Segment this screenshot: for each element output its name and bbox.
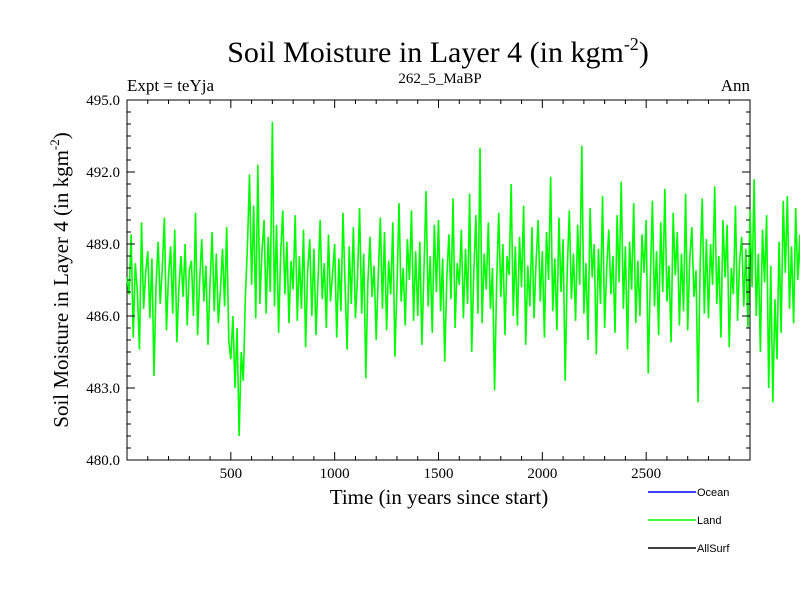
subtitle-left: Expt = teYja — [127, 76, 214, 95]
x-tick-label: 2000 — [527, 466, 557, 482]
series-line-land — [126, 121, 800, 437]
y-tick-label: 483.0 — [86, 381, 120, 397]
y-tick-label: 486.0 — [86, 309, 120, 325]
subtitle-right: Ann — [721, 76, 751, 95]
y-axis-label: Soil Moisture in Layer 4 (in kgm-2) — [47, 132, 73, 427]
subtitle-center: 262_5_MaBP — [398, 71, 481, 87]
y-tick-label: 495.0 — [86, 93, 120, 109]
y-axis: 480.0 483.0 486.0 489.0 492.0 495.0 — [86, 93, 750, 469]
legend-label-ocean: Ocean — [697, 487, 729, 499]
series-layer — [126, 121, 800, 437]
legend-label-land: Land — [697, 515, 721, 527]
legend: Ocean Land AllSurf — [648, 487, 730, 555]
y-tick-label: 489.0 — [86, 237, 120, 253]
y-tick-label: 492.0 — [86, 165, 120, 181]
legend-label-allsurf: AllSurf — [697, 543, 730, 555]
x-tick-label: 500 — [220, 466, 243, 482]
x-axis: 500 1000 1500 2000 2500 — [147, 100, 730, 482]
x-axis-label: Time (in years since start) — [330, 485, 549, 509]
x-tick-label: 2500 — [631, 466, 661, 482]
y-tick-label: 480.0 — [86, 453, 120, 469]
chart-title: Soil Moisture in Layer 4 (in kgm-2) — [227, 34, 649, 69]
x-tick-label: 1000 — [320, 466, 350, 482]
x-tick-label: 1500 — [424, 466, 454, 482]
